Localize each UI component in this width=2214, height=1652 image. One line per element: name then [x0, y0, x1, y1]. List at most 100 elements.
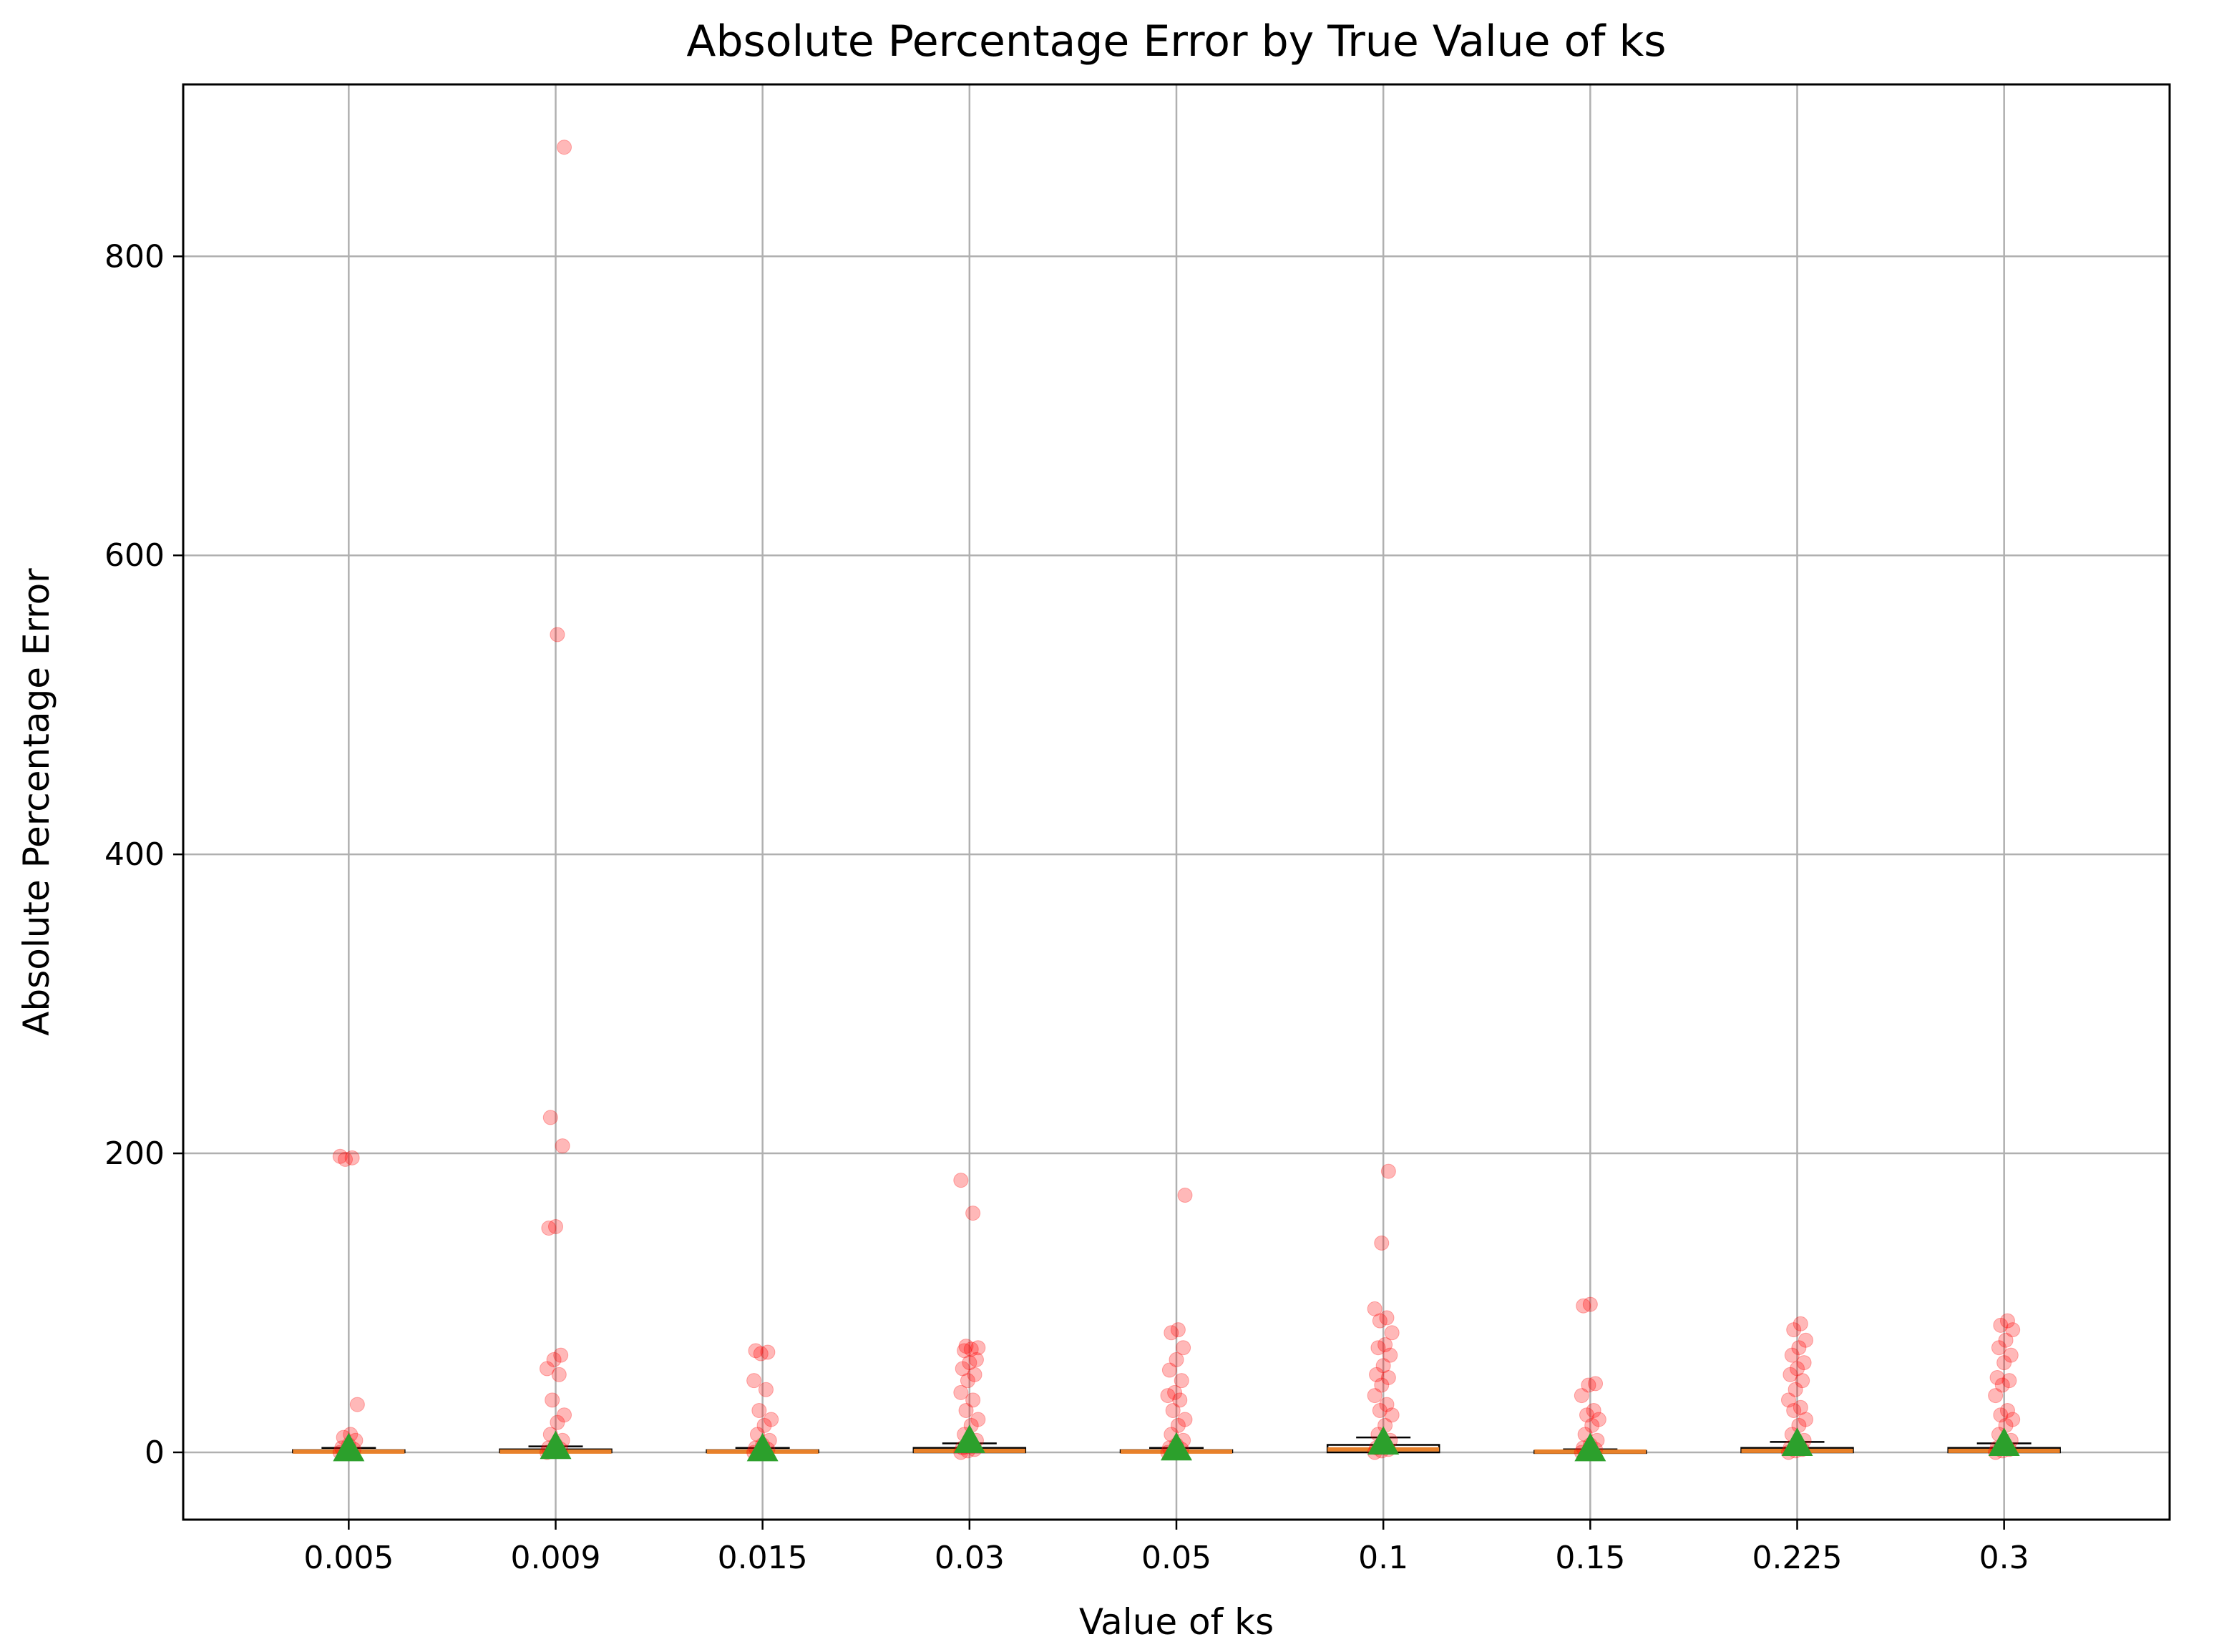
data-point — [748, 1343, 764, 1359]
chart-title: Absolute Percentage Error by True Value … — [686, 16, 1666, 67]
data-point — [338, 1151, 353, 1167]
data-point — [1783, 1367, 1798, 1382]
data-point — [1586, 1402, 1601, 1418]
data-point — [1786, 1322, 1802, 1338]
x-tick-label: 0.05 — [1141, 1540, 1211, 1576]
y-tick-label: 600 — [104, 537, 165, 574]
data-point — [957, 1343, 972, 1359]
data-point — [1574, 1388, 1589, 1404]
data-point — [1993, 1317, 2009, 1333]
data-point — [1380, 1369, 1396, 1385]
data-point — [2003, 1347, 2019, 1363]
data-point — [2001, 1373, 2017, 1389]
x-tick-label: 0.3 — [1979, 1540, 2029, 1576]
data-point — [963, 1341, 979, 1357]
data-point — [541, 1221, 557, 1236]
mean-marker — [1781, 1427, 1813, 1457]
data-point — [1584, 1417, 1600, 1433]
data-point — [1167, 1384, 1183, 1400]
mean-marker — [1161, 1432, 1192, 1461]
outlier-group — [540, 140, 572, 1460]
data-point — [955, 1361, 970, 1377]
data-point — [1367, 1301, 1382, 1316]
data-point — [1176, 1340, 1191, 1356]
data-point — [1998, 1332, 2014, 1348]
data-point — [764, 1412, 779, 1427]
data-point — [1164, 1325, 1179, 1341]
data-point — [1582, 1296, 1598, 1312]
x-tick-label: 0.005 — [303, 1540, 394, 1576]
data-point — [1795, 1373, 1810, 1389]
data-point — [1999, 1402, 2015, 1418]
data-layer — [292, 140, 2061, 1462]
data-point — [550, 1414, 565, 1430]
data-point — [1372, 1402, 1388, 1418]
data-point — [1177, 1412, 1193, 1427]
mean-marker — [1367, 1426, 1400, 1455]
x-tick-label: 0.015 — [718, 1540, 808, 1576]
data-point — [968, 1352, 984, 1367]
data-point — [540, 1361, 555, 1377]
data-point — [970, 1412, 986, 1427]
y-tick-label: 0 — [145, 1434, 165, 1471]
data-point — [1993, 1407, 2009, 1423]
mean-marker — [540, 1430, 572, 1460]
data-point — [953, 1173, 969, 1188]
data-point — [965, 1206, 981, 1221]
data-point — [1384, 1325, 1400, 1341]
y-tick-label: 800 — [104, 238, 165, 275]
data-point — [1374, 1377, 1390, 1393]
data-point — [557, 140, 572, 155]
data-point — [1374, 1235, 1390, 1251]
data-point — [1989, 1369, 2005, 1385]
data-point — [1369, 1367, 1385, 1382]
x-tick-label: 0.1 — [1358, 1540, 1408, 1576]
data-point — [1372, 1313, 1388, 1329]
data-point — [1784, 1347, 1800, 1363]
data-point — [760, 1344, 776, 1360]
data-point — [1788, 1382, 1803, 1397]
data-point — [1991, 1340, 2006, 1356]
mean-marker — [1988, 1427, 2020, 1457]
x-axis-label: Value of ks — [1079, 1601, 1274, 1643]
data-point — [1999, 1313, 2015, 1329]
data-point — [958, 1402, 974, 1418]
data-point — [1380, 1163, 1396, 1179]
data-point — [551, 1367, 567, 1382]
data-point — [1382, 1347, 1398, 1363]
x-tick-label: 0.03 — [935, 1540, 1005, 1576]
data-point — [1579, 1407, 1595, 1423]
data-point — [555, 1138, 570, 1154]
x-tick-label: 0.15 — [1555, 1540, 1625, 1576]
data-point — [550, 627, 565, 642]
data-point — [1786, 1402, 1802, 1418]
data-point — [1793, 1316, 1808, 1331]
mean-marker — [333, 1432, 365, 1462]
mean-marker — [953, 1424, 985, 1453]
data-point — [2005, 1322, 2021, 1338]
data-point — [1170, 1417, 1186, 1433]
data-point — [1384, 1407, 1400, 1423]
data-point — [1370, 1340, 1386, 1356]
data-point — [1581, 1377, 1596, 1393]
data-point — [546, 1352, 562, 1367]
data-point — [332, 1148, 348, 1164]
data-point — [970, 1340, 986, 1356]
data-point — [965, 1392, 981, 1408]
axis-ticks: 0.005 0.009 0.015 0.03 0.05 0.1 0.15 0.225 0.3 0 2… — [104, 238, 2029, 1576]
data-point — [557, 1407, 572, 1423]
data-point — [953, 1384, 969, 1400]
data-point — [1791, 1340, 1807, 1356]
data-point — [1793, 1399, 1808, 1415]
data-point — [542, 1110, 558, 1125]
data-point — [1576, 1298, 1591, 1314]
data-point — [1996, 1355, 2012, 1371]
data-point — [1169, 1352, 1184, 1367]
data-point — [1170, 1322, 1186, 1338]
data-point — [1796, 1355, 1812, 1371]
data-point — [1379, 1310, 1395, 1326]
data-point — [344, 1150, 360, 1165]
data-point — [1591, 1412, 1606, 1427]
